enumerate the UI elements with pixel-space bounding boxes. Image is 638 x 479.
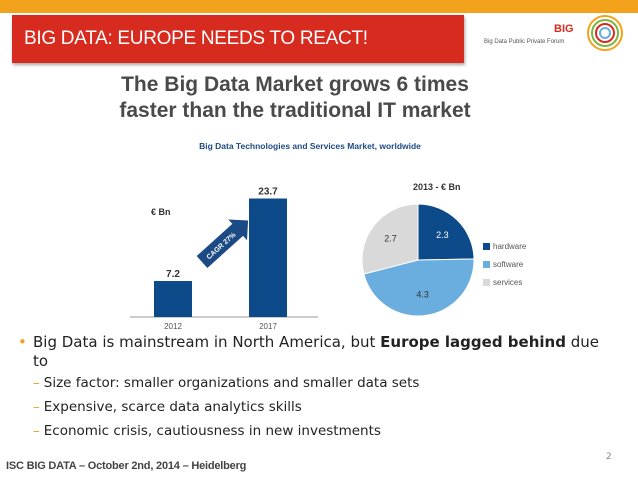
- cagr-arrow: CAGR 27%: [196, 219, 249, 268]
- title-banner: BIG DATA: EUROPE NEEDS TO REACT!: [12, 15, 464, 63]
- sub-bullet-1: – Size factor: smaller organizations and …: [18, 371, 618, 395]
- legend-label-services: services: [493, 277, 523, 287]
- sub-bullet-2: – Expensive, scarce data analytics skills: [18, 395, 618, 419]
- arrow-icon: [196, 219, 249, 268]
- bar-value-label: 23.7: [258, 187, 278, 198]
- sub-bullet-text: Economic crisis, cautiousness in new inv…: [43, 423, 381, 439]
- pie-chart-title: 2013 - € Bn: [413, 182, 461, 192]
- logo-icon: [587, 15, 623, 51]
- headline: The Big Data Market grows 6 times faster…: [90, 72, 500, 124]
- page-number: 2: [606, 452, 612, 462]
- pie-legend: hardware software services: [483, 237, 526, 291]
- bar-chart: 7.2 2012 23.7 2017 CAGR 27%: [130, 187, 318, 331]
- bar-2012: [154, 281, 192, 317]
- pie-slice-label: 4.3: [416, 289, 429, 299]
- legend-item-services: services: [483, 273, 526, 291]
- bullet-main: • Big Data is mainstream in North Americ…: [18, 333, 618, 371]
- bar-2017: [249, 198, 287, 317]
- legend-swatch-software: [483, 260, 490, 268]
- pie-slice-label: 2.3: [436, 230, 449, 240]
- pie-slice-software: [363, 258, 475, 317]
- footer-text: ISC BIG DATA – October 2nd, 2014 – Heide…: [6, 460, 247, 472]
- headline-line-1: The Big Data Market grows 6 times: [121, 73, 469, 96]
- pie-slice-hardware: [417, 203, 475, 261]
- bullet-list: • Big Data is mainstream in North Americ…: [18, 333, 618, 443]
- pie-slice-services: [361, 203, 419, 275]
- bullet-main-tail: due to: [33, 333, 599, 370]
- logo-subtitle: Big Data Public Private Forum: [484, 39, 565, 45]
- legend-item-hardware: hardware: [483, 237, 526, 255]
- logo-name: BIG: [554, 23, 574, 35]
- dash-icon: –: [33, 423, 40, 439]
- top-accent-bar: [0, 0, 638, 13]
- dash-icon: –: [33, 375, 40, 391]
- sub-bullet-text: Expensive, scarce data analytics skills: [43, 399, 302, 415]
- legend-item-software: software: [483, 255, 526, 273]
- slide-title: BIG DATA: EUROPE NEEDS TO REACT!: [24, 28, 368, 49]
- bullet-main-text: Big Data is mainstream in North America,…: [33, 333, 381, 351]
- pie-slice-label: 2.7: [384, 234, 397, 244]
- legend-label-hardware: hardware: [493, 241, 527, 251]
- chart-subtitle: Big Data Technologies and Services Marke…: [199, 141, 421, 151]
- bullet-dot-icon: •: [18, 333, 27, 351]
- sub-bullet-text: Size factor: smaller organizations and s…: [43, 375, 420, 391]
- dash-icon: –: [33, 399, 40, 415]
- legend-label-software: software: [493, 259, 524, 269]
- bar-category-label: 2012: [164, 322, 182, 331]
- bar-chart-unit-label: € Bn: [151, 207, 171, 217]
- headline-line-2: faster than the traditional IT market: [119, 99, 471, 122]
- legend-swatch-hardware: [483, 242, 490, 250]
- pie-chart: 2.3 4.3 2.7: [361, 203, 475, 317]
- bullet-main-bold: Europe lagged behind: [380, 333, 566, 351]
- sub-bullet-3: – Economic crisis, cautiousness in new in…: [18, 419, 618, 443]
- bar-category-label: 2017: [259, 322, 277, 331]
- legend-swatch-services: [483, 278, 490, 286]
- bar-value-label: 7.2: [166, 269, 180, 280]
